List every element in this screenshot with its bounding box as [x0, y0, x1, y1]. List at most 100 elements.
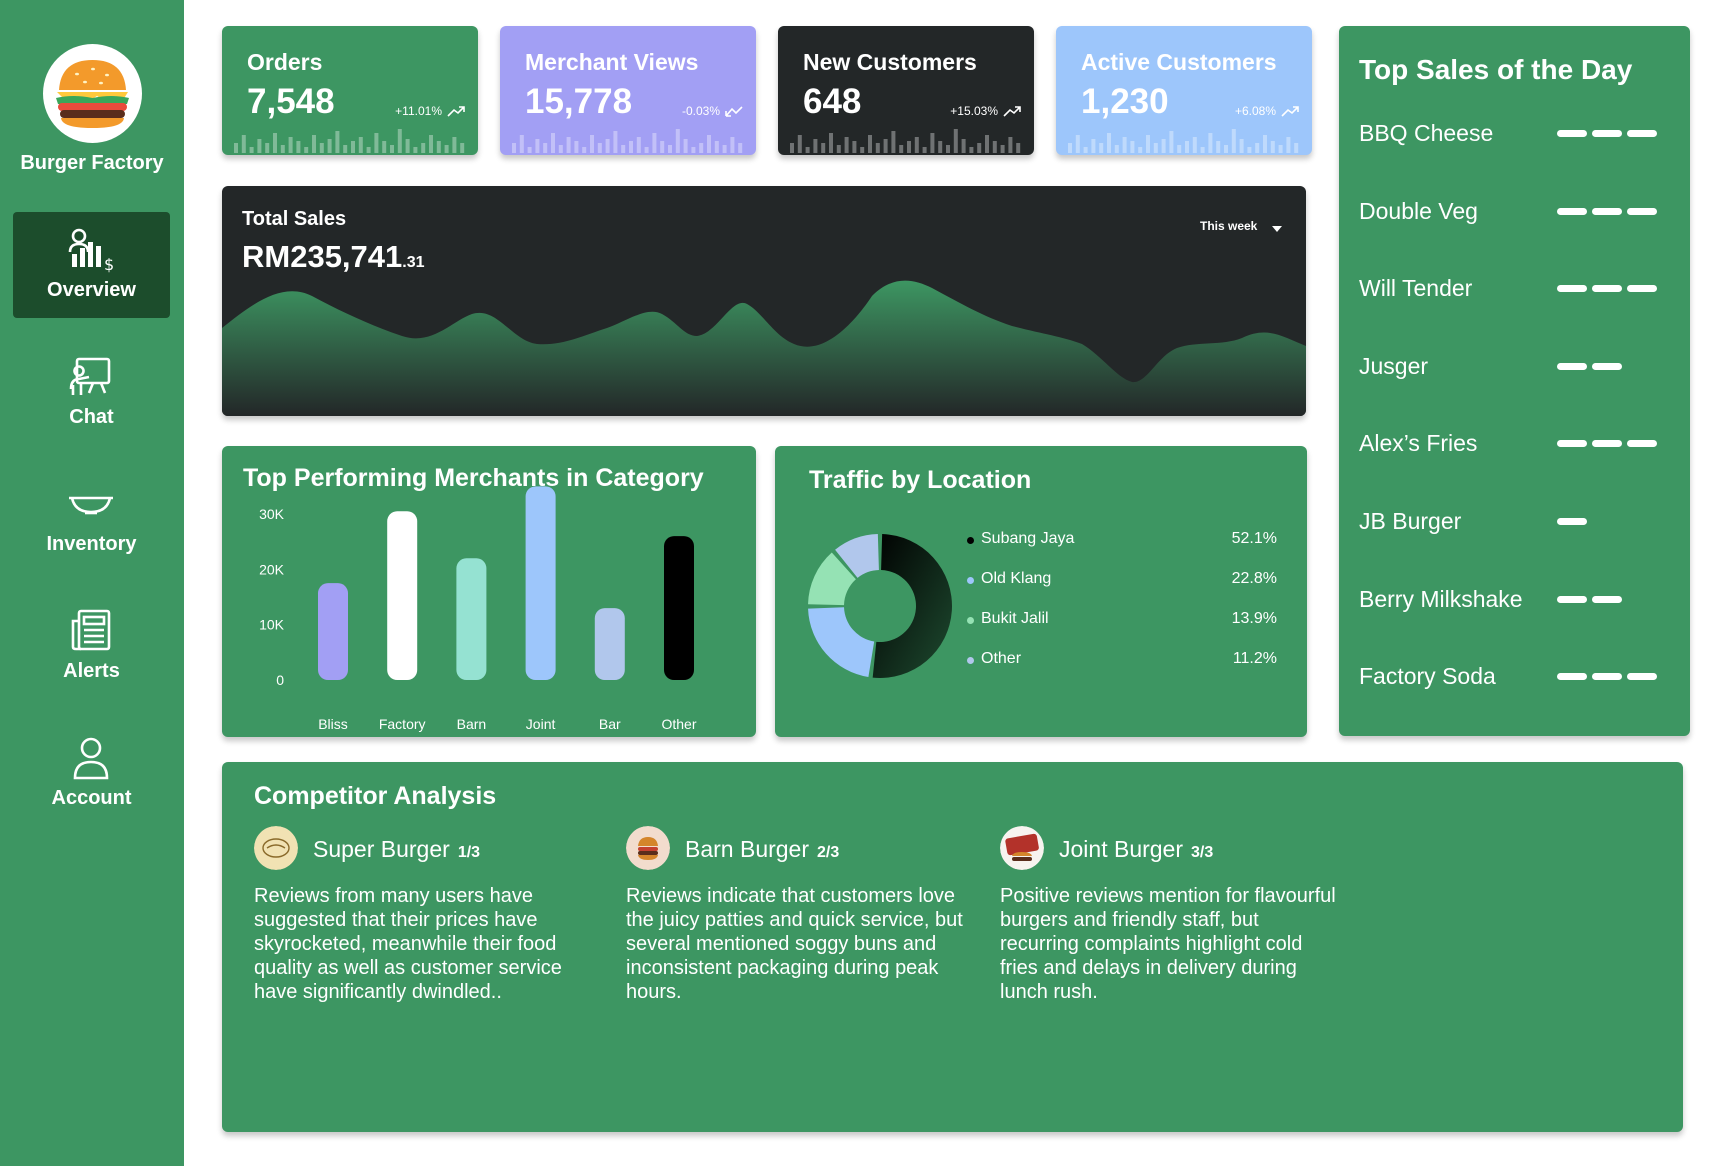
stat-card-new-customers[interactable]: New Customers 648 +15.03%: [778, 26, 1034, 155]
period-dropdown[interactable]: This week: [1200, 219, 1258, 233]
competitor-rank: 2/3: [817, 844, 840, 861]
spark-bar: [452, 137, 457, 153]
spark-bar: [691, 147, 696, 153]
spark-bar: [969, 147, 974, 153]
top-sales-name: Berry Milkshake: [1359, 585, 1523, 612]
nav-inventory[interactable]: Inventory: [13, 466, 170, 572]
stat-change: +11.01%: [395, 104, 442, 118]
spark-bar: [582, 147, 587, 153]
spark-bar: [844, 137, 849, 153]
top-sales-row: BBQ Cheese: [1359, 120, 1670, 150]
bar-bar: [594, 608, 625, 680]
spark-bar: [1000, 145, 1005, 153]
spark-bar: [652, 133, 657, 153]
spark-bar: [358, 137, 363, 153]
spark-bar: [930, 133, 935, 153]
spark-bar: [1122, 137, 1127, 153]
top-sales-row: Jusger: [1359, 353, 1670, 383]
spark-bar: [660, 141, 665, 153]
spark-bar: [429, 135, 433, 153]
trend-up-icon: [1281, 106, 1299, 117]
legend-value: 22.8%: [1231, 570, 1277, 587]
sales-level-dash: [1592, 207, 1622, 215]
spark-bar: [636, 137, 641, 153]
spark-bar: [946, 145, 950, 153]
total-sales-label: Total Sales: [242, 208, 347, 230]
spark-bar: [535, 139, 540, 153]
legend-label: Other: [981, 650, 1022, 667]
stat-value: 7,548: [247, 82, 335, 121]
nav-overview[interactable]: $ Overview: [13, 212, 170, 318]
spark-bar: [397, 129, 402, 153]
spark-bar: [1068, 143, 1072, 153]
spark-bar: [1107, 133, 1111, 153]
bar-bliss: [318, 583, 348, 680]
spark-bar: [675, 129, 680, 153]
y-tick-label: 0: [276, 672, 284, 688]
y-tick-label: 30K: [259, 506, 285, 522]
traffic-donut-chart: [808, 534, 952, 678]
spark-bar: [1239, 139, 1244, 153]
stat-card-merchant-views[interactable]: Merchant Views 15,778 -0.03%: [500, 26, 756, 155]
spark-bar: [1286, 137, 1291, 153]
sales-level-dash: [1557, 673, 1587, 681]
spark-bar: [566, 137, 571, 153]
legend-row: Bukit Jalil 13.9%: [967, 610, 1277, 632]
top-sales-name: JB Burger: [1359, 508, 1462, 534]
spark-bar: [1224, 145, 1228, 153]
caret-down-icon[interactable]: [1272, 226, 1282, 232]
sidebar: Burger Factory $ Overview Chat Inven: [0, 0, 184, 1166]
spark-bar: [273, 133, 277, 153]
competitor-name: Joint Burger 3/3: [1059, 836, 1213, 863]
spark-bar: [730, 137, 735, 153]
spark-bar: [265, 143, 270, 153]
competitor-rank: 3/3: [1191, 844, 1214, 861]
sparkline: [790, 129, 1021, 153]
spark-bar: [1153, 143, 1158, 153]
top-sales-row: Alex’s Fries: [1359, 430, 1670, 460]
stat-card-active-customers[interactable]: Active Customers 1,230 +6.08%: [1056, 26, 1312, 155]
nav-alerts[interactable]: Alerts: [13, 593, 170, 699]
sales-level-dash: [1627, 207, 1657, 215]
top-sales-name: Jusger: [1359, 352, 1429, 379]
spark-bar: [1247, 147, 1252, 153]
spark-bar: [683, 139, 688, 153]
spark-bar: [797, 135, 802, 153]
spark-bar: [527, 147, 532, 153]
spark-bar: [1263, 135, 1267, 153]
spark-bar: [992, 141, 997, 153]
spark-bar: [460, 143, 465, 153]
donut-slice-subang-jaya: [872, 534, 952, 678]
spark-bar: [405, 139, 410, 153]
total-sales-value: RM235,741.31: [242, 239, 425, 275]
spark-bar: [444, 145, 449, 153]
nav-chat[interactable]: Chat: [13, 339, 170, 445]
spark-bar: [722, 145, 727, 153]
spark-bar: [699, 143, 704, 153]
spark-bar: [790, 143, 794, 153]
spark-bar: [1146, 135, 1150, 153]
competitor-panel: Competitor Analysis Super Burger 1/3 Revi…: [222, 762, 1683, 1132]
stat-title: Active Customers: [1081, 49, 1277, 75]
bar-barn: [456, 558, 487, 680]
legend-dot: [967, 537, 974, 544]
donut-slice-other: [835, 534, 879, 578]
spark-bar: [249, 147, 254, 153]
burger-logo-icon: [43, 44, 142, 143]
bar-joint: [525, 486, 556, 680]
spark-bar: [574, 141, 579, 153]
spark-bar: [1016, 143, 1021, 153]
top-sales-title: Top Sales of the Day: [1359, 54, 1633, 85]
spark-bar: [1270, 141, 1275, 153]
spark-bar: [327, 139, 332, 153]
stat-card-orders[interactable]: Orders 7,548 +11.01%: [222, 26, 478, 155]
merchants-bar-chart: 0 10K 20K 30K Bliss Factory Barn Joint Bar Other: [259, 486, 697, 732]
stat-value: 1,230: [1081, 82, 1169, 121]
trend-up-icon: [447, 106, 465, 117]
spark-bar: [1075, 135, 1080, 153]
y-tick-label: 10K: [259, 617, 285, 633]
spark-bar: [668, 145, 672, 153]
spark-bar: [644, 147, 649, 153]
nav-account[interactable]: Account: [13, 720, 170, 826]
merchants-title: Top Performing Merchants in Category: [243, 464, 704, 492]
